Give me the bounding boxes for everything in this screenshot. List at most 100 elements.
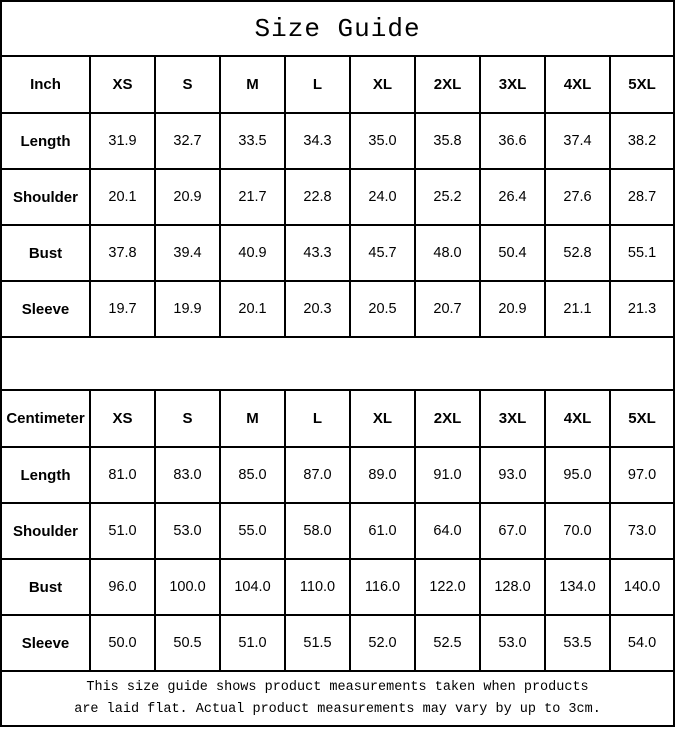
measurement-value: 89.0 xyxy=(349,446,416,504)
size-column-header: 5XL xyxy=(608,55,675,114)
measurement-value: 134.0 xyxy=(544,558,611,616)
measurement-value: 96.0 xyxy=(89,558,156,616)
measurement-row: Bust 96.0 100.0 104.0 110.0 116.0 122.0 128.0 13… xyxy=(0,558,675,616)
measurement-value: 21.3 xyxy=(608,280,675,338)
measurement-value: 64.0 xyxy=(414,502,481,560)
size-column-header: M xyxy=(219,389,286,448)
measurement-value: 35.0 xyxy=(349,112,416,170)
note-cell: This size guide shows product measuremen… xyxy=(0,670,675,727)
measurement-value: 70.0 xyxy=(544,502,611,560)
measurement-value: 20.9 xyxy=(479,280,546,338)
measurement-value: 25.2 xyxy=(414,168,481,226)
title-section: Size Guide xyxy=(0,0,675,57)
measurement-value: 27.6 xyxy=(544,168,611,226)
measurement-value: 55.1 xyxy=(608,224,675,282)
measurement-value: 58.0 xyxy=(284,502,351,560)
measurement-row: Bust 37.8 39.4 40.9 43.3 45.7 48.0 50.4 52.8 55.1 xyxy=(0,224,675,282)
page-title: Size Guide xyxy=(0,0,675,57)
measurement-value: 128.0 xyxy=(479,558,546,616)
measurement-value: 38.2 xyxy=(608,112,675,170)
measurement-value: 93.0 xyxy=(479,446,546,504)
note-line-2: are laid flat. Actual product measuremen… xyxy=(74,701,601,717)
note-row: This size guide shows product measuremen… xyxy=(0,670,675,727)
measurement-value: 87.0 xyxy=(284,446,351,504)
measurement-value: 122.0 xyxy=(414,558,481,616)
size-column-header: 4XL xyxy=(544,55,611,114)
measurement-value: 85.0 xyxy=(219,446,286,504)
size-column-header: XS xyxy=(89,55,156,114)
measurement-value: 97.0 xyxy=(608,446,675,504)
measurement-row: Length 81.0 83.0 85.0 87.0 89.0 91.0 93.0 95.0 97… xyxy=(0,446,675,504)
measurement-label: Sleeve xyxy=(0,614,91,672)
measurement-value: 53.0 xyxy=(154,502,221,560)
measurement-value: 20.1 xyxy=(89,168,156,226)
size-header-row: Inch XS S M L XL 2XL 3XL 4XL 5XL xyxy=(0,55,675,114)
measurement-value: 34.3 xyxy=(284,112,351,170)
measurement-value: 73.0 xyxy=(608,502,675,560)
measurement-value: 48.0 xyxy=(414,224,481,282)
measurement-value: 20.9 xyxy=(154,168,221,226)
measurement-value: 35.8 xyxy=(414,112,481,170)
measurement-value: 52.8 xyxy=(544,224,611,282)
measurement-label: Length xyxy=(0,446,91,504)
measurement-value: 22.8 xyxy=(284,168,351,226)
measurement-value: 100.0 xyxy=(154,558,221,616)
size-column-header: S xyxy=(154,389,221,448)
measurement-value: 33.5 xyxy=(219,112,286,170)
measurement-label: Bust xyxy=(0,224,91,282)
size-column-header: 4XL xyxy=(544,389,611,448)
measurement-value: 52.0 xyxy=(349,614,416,672)
measurement-value: 50.5 xyxy=(154,614,221,672)
measurement-label: Sleeve xyxy=(0,280,91,338)
measurement-row: Length 31.9 32.7 33.5 34.3 35.0 35.8 36.6 37.4 38… xyxy=(0,112,675,170)
measurement-value: 28.7 xyxy=(608,168,675,226)
note-section: This size guide shows product measuremen… xyxy=(0,670,675,727)
measurement-value: 95.0 xyxy=(544,446,611,504)
measurement-value: 50.4 xyxy=(479,224,546,282)
measurement-value: 51.5 xyxy=(284,614,351,672)
measurement-value: 40.9 xyxy=(219,224,286,282)
size-column-header: L xyxy=(284,389,351,448)
size-column-header: M xyxy=(219,55,286,114)
spacer-row xyxy=(0,336,675,391)
measurement-value: 20.5 xyxy=(349,280,416,338)
measurement-value: 45.7 xyxy=(349,224,416,282)
unit-header: Inch xyxy=(0,55,91,114)
measurement-value: 110.0 xyxy=(284,558,351,616)
size-column-header: 5XL xyxy=(608,389,675,448)
size-column-header: XL xyxy=(349,55,416,114)
measurement-value: 24.0 xyxy=(349,168,416,226)
size-column-header: 3XL xyxy=(479,55,546,114)
measurement-value: 116.0 xyxy=(349,558,416,616)
size-column-header: XS xyxy=(89,389,156,448)
unit-header: Centimeter xyxy=(0,389,91,448)
measurement-value: 21.1 xyxy=(544,280,611,338)
measurement-value: 51.0 xyxy=(219,614,286,672)
measurement-value: 36.6 xyxy=(479,112,546,170)
measurement-value: 19.7 xyxy=(89,280,156,338)
measurement-rows: Inch XS S M L XL 2XL 3XL 4XL 5XL Length 31.9 32.7 33.… xyxy=(0,55,675,672)
measurement-label: Length xyxy=(0,112,91,170)
measurement-value: 39.4 xyxy=(154,224,221,282)
measurement-row: Shoulder 20.1 20.9 21.7 22.8 24.0 25.2 26.4 27.6… xyxy=(0,168,675,226)
size-column-header: S xyxy=(154,55,221,114)
measurement-value: 32.7 xyxy=(154,112,221,170)
measurement-value: 53.0 xyxy=(479,614,546,672)
measurement-value: 67.0 xyxy=(479,502,546,560)
measurement-value: 52.5 xyxy=(414,614,481,672)
note-line-1: This size guide shows product measuremen… xyxy=(86,679,589,695)
measurement-value: 37.8 xyxy=(89,224,156,282)
size-column-header: 2XL xyxy=(414,389,481,448)
measurement-label: Shoulder xyxy=(0,168,91,226)
measurement-value: 26.4 xyxy=(479,168,546,226)
measurement-value: 51.0 xyxy=(89,502,156,560)
measurement-value: 55.0 xyxy=(219,502,286,560)
measurement-value: 37.4 xyxy=(544,112,611,170)
measurement-value: 19.9 xyxy=(154,280,221,338)
measurement-row: Sleeve 19.7 19.9 20.1 20.3 20.5 20.7 20.9 21.1 21… xyxy=(0,280,675,338)
size-column-header: XL xyxy=(349,389,416,448)
measurement-label: Shoulder xyxy=(0,502,91,560)
measurement-value: 81.0 xyxy=(89,446,156,504)
